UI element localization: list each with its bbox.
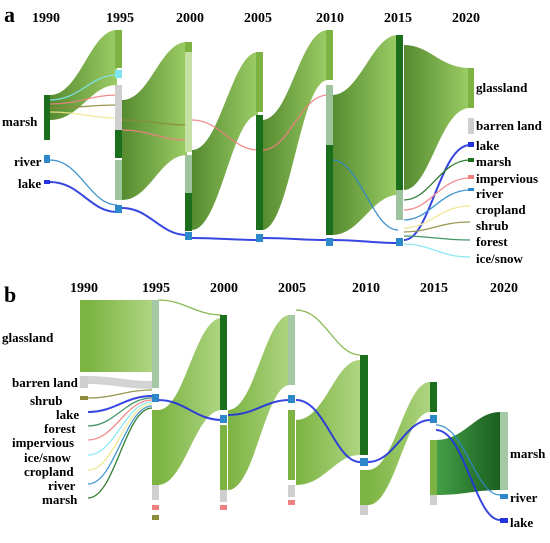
panel-a-year-1995: 1995: [106, 11, 134, 26]
panel-b-year-2000: 2000: [210, 281, 238, 296]
nodes-a: [44, 30, 474, 246]
panel-a-letter: a: [4, 2, 15, 27]
panel-b-right-lake: lake: [510, 515, 533, 530]
flow-a-3: [192, 52, 258, 230]
panel-b-left-lake: lake: [56, 407, 79, 422]
panel-a-right-impervious: impervious: [476, 171, 538, 186]
panel-a: a 1990 1995 2000 2005 2010 2015 2020: [2, 2, 543, 266]
streams-b: [87, 299, 501, 521]
panel-b-year-2005: 2005: [278, 281, 306, 296]
panel-a-right-river: river: [476, 186, 504, 201]
panel-a-year-2015: 2015: [384, 11, 412, 26]
panel-b-left-shrub: shrub: [30, 393, 63, 408]
panel-b-left-barren: barren land: [12, 375, 79, 390]
panel-b-year-2015: 2015: [420, 281, 448, 296]
panel-a-right-cropland: cropland: [476, 202, 526, 217]
panel-b-left-impervious: impervious: [12, 435, 74, 450]
panel-b-left-ice: ice/snow: [24, 450, 72, 465]
flow-b-5: [368, 382, 430, 505]
flow-b-3: [228, 315, 290, 490]
flow-b-6: [436, 412, 500, 495]
panel-b-year-2010: 2010: [352, 281, 380, 296]
panel-a-right-marsh: marsh: [476, 154, 512, 169]
panel-b-left-marsh: marsh: [42, 492, 78, 507]
panel-a-year-1990: 1990: [32, 11, 60, 26]
flow-a-2: [122, 42, 187, 200]
panel-a-right-barren: barren land: [476, 118, 543, 133]
panel-b-left-cropland: cropland: [24, 464, 74, 479]
panel-a-left-marsh: marsh: [2, 114, 38, 129]
flow-a-4: [262, 30, 328, 230]
flow-a-5: [332, 35, 398, 235]
panel-b-letter: b: [4, 282, 16, 307]
panel-a-left-river: river: [14, 154, 42, 169]
panel-b: b 1990 1995 2000 2005 2010 2015 2020: [2, 281, 546, 530]
panel-b-left-forest: forest: [44, 421, 76, 436]
panel-a-right-lake: lake: [476, 138, 499, 153]
panel-a-left-lake: lake: [18, 176, 41, 191]
panel-b-year-2020: 2020: [490, 281, 518, 296]
panel-b-right-marsh: marsh: [510, 446, 546, 461]
panel-a-year-2000: 2000: [176, 11, 204, 26]
panel-b-right-river: river: [510, 490, 538, 505]
nodes-b: [80, 300, 508, 523]
panel-b-year-1990: 1990: [70, 281, 98, 296]
panel-b-left-river: river: [48, 478, 76, 493]
flow-b-2: [158, 318, 222, 485]
panel-a-right-ice: ice/snow: [476, 251, 524, 266]
panel-b-year-1995: 1995: [142, 281, 170, 296]
panel-a-right-shrub: shrub: [476, 218, 509, 233]
panel-a-year-2020: 2020: [452, 11, 480, 26]
panel-a-right-forest: forest: [476, 234, 508, 249]
streams-a: [49, 74, 471, 258]
panel-a-year-2010: 2010: [316, 11, 344, 26]
panel-a-year-2005: 2005: [244, 11, 272, 26]
flow-b-4: [296, 360, 360, 485]
panel-a-right-glassland: glassland: [476, 80, 528, 95]
flow-b-1: [88, 300, 152, 372]
flow-a-6: [404, 45, 470, 190]
panel-b-left-glassland: glassland: [2, 330, 54, 345]
